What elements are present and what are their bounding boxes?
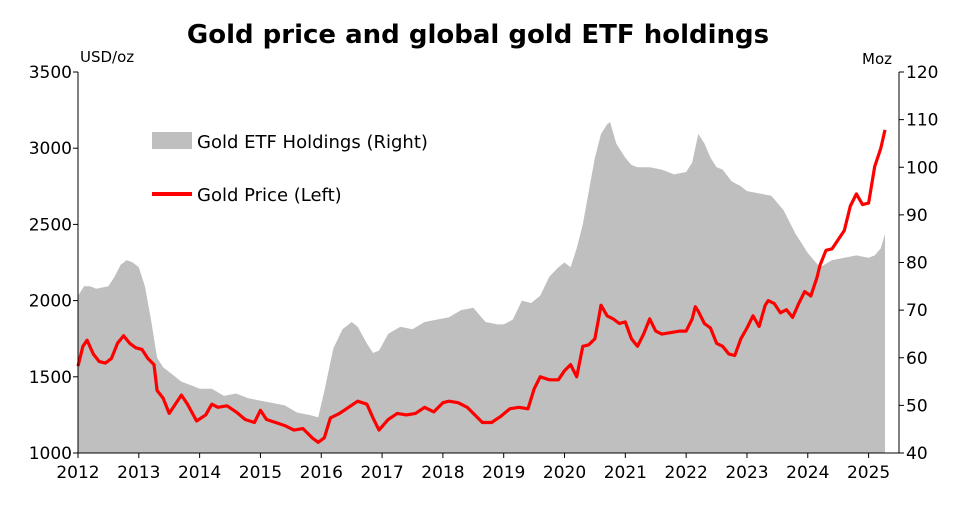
x-tick-label: 2024 xyxy=(786,463,829,483)
legend: Gold ETF Holdings (Right) Gold Price (Le… xyxy=(152,132,428,206)
legend-etf-label: Gold ETF Holdings (Right) xyxy=(197,132,428,153)
x-tick-label: 2023 xyxy=(725,463,768,483)
gold-price-line-layer xyxy=(76,129,887,444)
x-tick-label: 2022 xyxy=(665,463,708,483)
right-tick-label: 100 xyxy=(906,158,938,178)
right-tick-label: 50 xyxy=(906,396,928,416)
right-tick-label: 90 xyxy=(906,206,928,226)
left-tick-label: 3500 xyxy=(29,63,72,83)
left-axis-unit: USD/oz xyxy=(80,48,134,66)
right-tick-label: 120 xyxy=(906,63,938,83)
left-tick-label: 2500 xyxy=(29,215,72,235)
gold-price-line xyxy=(76,129,887,444)
x-tick-label: 2015 xyxy=(239,463,282,483)
legend-price-label: Gold Price (Left) xyxy=(197,185,342,206)
left-tick-label: 1000 xyxy=(29,444,72,464)
x-tick-label: 2016 xyxy=(300,463,343,483)
right-tick-label: 40 xyxy=(906,444,928,464)
x-tick-label: 2012 xyxy=(56,463,99,483)
left-tick-label: 1500 xyxy=(29,368,72,388)
x-tick-label: 2021 xyxy=(604,463,647,483)
right-tick-label: 60 xyxy=(906,349,928,369)
x-tick-label: 2014 xyxy=(178,463,221,483)
x-tick-label: 2020 xyxy=(543,463,586,483)
right-axis-unit: Moz xyxy=(862,50,892,68)
etf-holdings-area xyxy=(78,122,885,453)
left-tick-label: 2000 xyxy=(29,292,72,312)
etf-holdings-area-layer xyxy=(78,122,885,453)
x-tick-label: 2017 xyxy=(360,463,403,483)
x-tick-label: 2013 xyxy=(117,463,160,483)
axes-layer: 1000 1500 2000 2500 3000 3500 40 50 60 70 80 90 100 1… xyxy=(29,63,939,483)
right-tick-label: 110 xyxy=(906,111,938,131)
chart-title: Gold price and global gold ETF holdings xyxy=(187,20,769,50)
x-tick-label: 2018 xyxy=(421,463,464,483)
right-tick-label: 70 xyxy=(906,301,928,321)
x-tick-label: 2019 xyxy=(482,463,525,483)
x-tick-label: 2025 xyxy=(847,463,890,483)
left-tick-label: 3000 xyxy=(29,139,72,159)
legend-etf-swatch xyxy=(152,132,192,149)
right-tick-label: 80 xyxy=(906,254,928,274)
